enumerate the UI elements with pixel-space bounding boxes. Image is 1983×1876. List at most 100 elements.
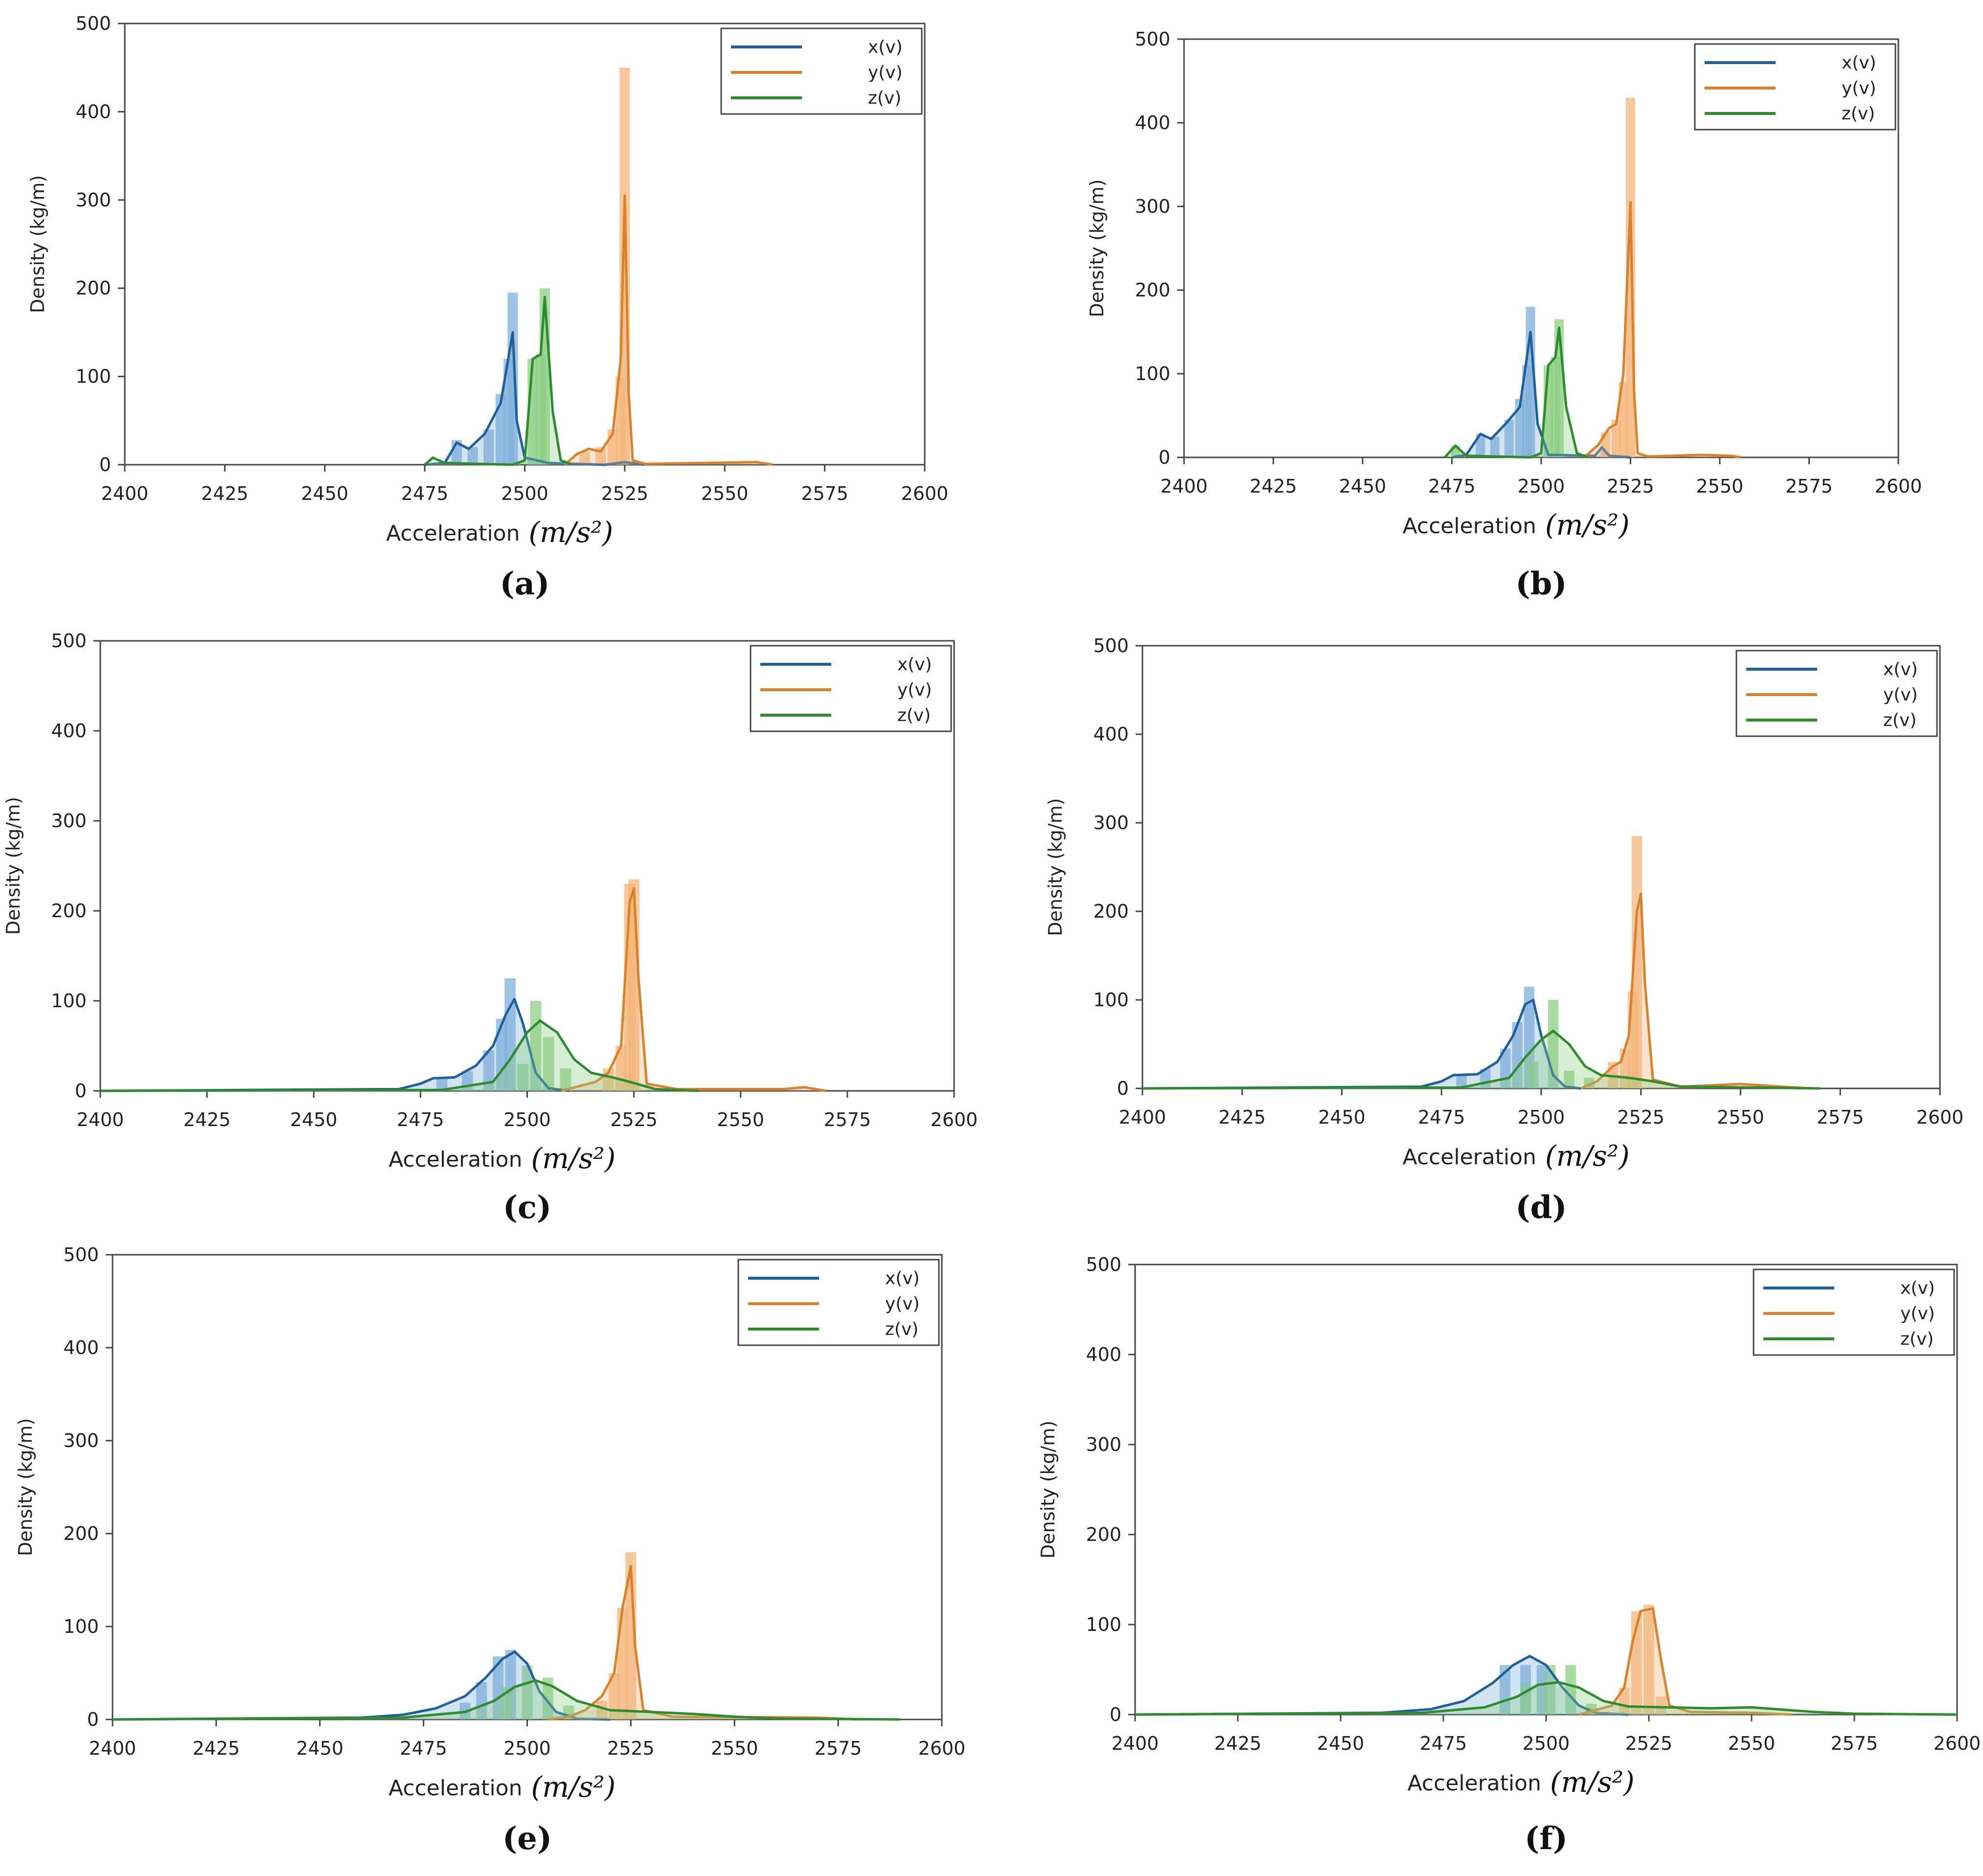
density-area-zv <box>100 1020 698 1091</box>
y-tick-label: 100 <box>1086 1614 1121 1635</box>
histogram-bar-xv <box>1504 420 1514 457</box>
legend-label: y(v) <box>1842 78 1876 98</box>
x-tick-label: 2450 <box>301 483 348 504</box>
x-tick-label: 2575 <box>1831 1733 1878 1754</box>
x-tick-label: 2450 <box>1339 475 1387 497</box>
x-tick-label: 2550 <box>701 483 749 504</box>
density-area-zv <box>1444 327 1588 457</box>
y-axis-label: Density (kg/m) <box>1045 798 1066 936</box>
chart-panel-f: 0 100 200 300 400 500 2400 2425 2450 2475 2500 2525… <box>1037 1254 1981 1857</box>
legend-label: z(v) <box>897 705 931 725</box>
x-tick-label: 2500 <box>1518 1107 1565 1128</box>
legend-label: y(v) <box>868 63 903 83</box>
x-tick-label: 2400 <box>1112 1733 1159 1754</box>
y-tick-label: 200 <box>1135 279 1170 301</box>
histogram-bar-xv <box>1456 1075 1467 1088</box>
y-tick-label: 300 <box>1135 196 1170 217</box>
x-axis-unit: (m/s²) <box>1550 1765 1635 1799</box>
x-tick-label: 2450 <box>290 1109 338 1130</box>
y-tick-label: 500 <box>1086 1254 1121 1275</box>
x-tick-label: 2550 <box>1728 1733 1776 1754</box>
density-area-xv <box>113 1651 610 1719</box>
x-axis-unit: (m/s²) <box>1545 1139 1630 1173</box>
legend: x(v) y(v) z(v) <box>1735 650 1938 737</box>
density-line-xv <box>1135 1654 1629 1716</box>
histogram-bar-yv <box>596 1701 608 1719</box>
x-tick-label: 2600 <box>1875 475 1922 497</box>
x-tick-label: 2525 <box>1617 1107 1664 1128</box>
y-tick-label: 300 <box>1086 1434 1121 1455</box>
x-axis-label: Acceleration <box>386 521 520 546</box>
x-tick-label: 2450 <box>1317 1733 1365 1754</box>
legend: x(v) y(v) z(v) <box>1753 1268 1955 1356</box>
x-tick-label: 2575 <box>824 1109 871 1130</box>
chart-panel-e: 0 100 200 300 400 500 2400 2425 2450 2475 2500 2525… <box>15 1244 965 1857</box>
x-tick-label: 2425 <box>201 483 249 504</box>
x-tick-label: 2500 <box>1518 475 1565 497</box>
y-axis-label: Density (kg/m) <box>27 175 48 313</box>
histogram-bar-yv <box>1656 1696 1667 1715</box>
y-tick-label: 200 <box>51 900 87 922</box>
x-tick-label: 2475 <box>1418 1107 1465 1128</box>
x-axis-label: Acceleration <box>1403 1145 1536 1170</box>
density-area-zv <box>1135 1682 1957 1715</box>
x-axis-label: Acceleration <box>388 1776 522 1801</box>
chart-panel-b: 0 100 200 300 400 500 2400 2425 2450 2475 2500 2525… <box>1086 28 1922 602</box>
histogram-bar-xv <box>493 1656 504 1719</box>
y-tick-label: 500 <box>1093 635 1129 656</box>
density-line-zv <box>1142 1029 1821 1090</box>
y-tick-label: 0 <box>87 1709 99 1730</box>
histogram-bar-xv <box>495 394 506 465</box>
x-tick-label: 2600 <box>1916 1107 1964 1128</box>
histogram-bar-xv <box>467 447 478 465</box>
density-line-zv <box>1444 326 1588 459</box>
density-line-yv <box>564 194 773 466</box>
chart-panel-a: 0 100 200 300 400 500 2400 2425 2450 2475 2500 2525… <box>27 13 948 602</box>
y-tick-label: 200 <box>1093 901 1129 922</box>
x-tick-label: 2425 <box>1218 1107 1266 1128</box>
y-tick-label: 300 <box>1093 812 1129 834</box>
histogram-bar-yv <box>609 1673 620 1719</box>
y-tick-label: 500 <box>1135 28 1170 50</box>
histogram-bar-zv <box>1564 1070 1574 1088</box>
legend-label: y(v) <box>897 680 932 700</box>
density-area-xv <box>100 999 570 1091</box>
histogram-bar-zv <box>1545 1665 1556 1715</box>
y-tick-label: 400 <box>75 101 111 122</box>
y-tick-label: 100 <box>1093 989 1129 1011</box>
histogram-bar-yv <box>1643 1605 1654 1715</box>
density-line-xv <box>1452 331 1631 459</box>
x-tick-label: 2450 <box>296 1738 343 1759</box>
y-tick-label: 500 <box>63 1244 99 1266</box>
x-tick-label: 2475 <box>400 1738 447 1759</box>
x-tick-label: 2475 <box>1420 1733 1467 1754</box>
x-axis-label: Acceleration <box>1408 1771 1541 1796</box>
y-tick-label: 400 <box>63 1337 99 1358</box>
density-area-yv <box>1581 893 1813 1088</box>
histogram-bar-xv <box>436 1077 448 1091</box>
legend-label: y(v) <box>1900 1304 1935 1324</box>
density-line-zv <box>112 1679 901 1721</box>
y-tick-label: 100 <box>51 990 87 1012</box>
density-area-xv <box>1142 1000 1581 1088</box>
density-line-xv <box>100 997 570 1092</box>
histogram-bar-xv <box>1490 436 1500 457</box>
density-area-zv <box>425 297 573 465</box>
panel-caption: (c) <box>503 1189 552 1226</box>
y-axis-label: Density (kg/m) <box>15 1418 36 1556</box>
chart-panel-c: 0 100 200 300 400 500 2400 2425 2450 2475 2500 2525… <box>2 630 978 1226</box>
histogram-bar-xv <box>1515 399 1525 457</box>
x-tick-label: 2550 <box>1717 1107 1764 1128</box>
x-axis-unit: (m/s²) <box>531 1770 616 1804</box>
density-area-yv <box>547 1566 859 1719</box>
histogram-bar-zv <box>517 1063 529 1091</box>
density-line-xv <box>112 1650 611 1721</box>
x-tick-label: 2550 <box>717 1109 764 1130</box>
y-tick-label: 0 <box>1110 1704 1121 1725</box>
legend: x(v) y(v) z(v) <box>750 645 952 732</box>
x-tick-label: 2400 <box>1119 1107 1166 1128</box>
histogram-bar-yv <box>1618 382 1628 457</box>
x-tick-label: 2400 <box>89 1738 137 1759</box>
y-axis-label: Density (kg/m) <box>2 797 24 935</box>
